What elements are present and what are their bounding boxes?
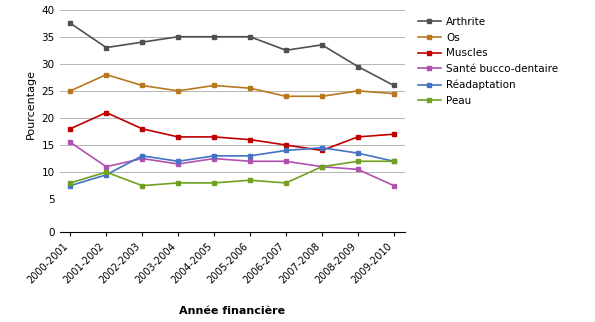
Os — [283, 94, 290, 98]
Arthrite — [211, 35, 218, 39]
Arthrite — [67, 21, 74, 25]
Os — [103, 73, 110, 77]
Santé bucco-dentaire — [174, 162, 181, 166]
Line: Santé bucco-dentaire: Santé bucco-dentaire — [68, 140, 396, 188]
Arthrite — [318, 43, 325, 47]
Réadaptation — [354, 151, 361, 155]
Line: Peau: Peau — [68, 159, 396, 188]
Os — [354, 89, 361, 93]
Arthrite — [103, 46, 110, 50]
Peau — [283, 181, 290, 185]
Réadaptation — [390, 159, 397, 163]
Muscles — [283, 143, 290, 147]
Os — [318, 94, 325, 98]
Peau — [354, 159, 361, 163]
Santé bucco-dentaire — [390, 184, 397, 188]
Santé bucco-dentaire — [211, 156, 218, 160]
Os — [246, 86, 253, 90]
Y-axis label: Pourcentage: Pourcentage — [26, 70, 36, 139]
Peau — [211, 181, 218, 185]
Réadaptation — [139, 154, 146, 158]
Arthrite — [174, 35, 181, 39]
Réadaptation — [103, 173, 110, 177]
Muscles — [211, 135, 218, 139]
Os — [67, 89, 74, 93]
Peau — [318, 165, 325, 169]
Arthrite — [139, 40, 146, 44]
Arthrite — [283, 48, 290, 52]
Réadaptation — [174, 159, 181, 163]
Arthrite — [390, 83, 397, 87]
Santé bucco-dentaire — [67, 140, 74, 144]
Peau — [67, 181, 74, 185]
Muscles — [67, 127, 74, 131]
Muscles — [139, 127, 146, 131]
Muscles — [390, 132, 397, 136]
Os — [390, 92, 397, 96]
Santé bucco-dentaire — [354, 167, 361, 171]
Line: Muscles: Muscles — [68, 110, 396, 153]
Muscles — [318, 148, 325, 152]
Arthrite — [246, 35, 253, 39]
Muscles — [103, 111, 110, 115]
Santé bucco-dentaire — [139, 156, 146, 160]
Os — [139, 83, 146, 87]
Santé bucco-dentaire — [246, 159, 253, 163]
Réadaptation — [211, 154, 218, 158]
Réadaptation — [246, 154, 253, 158]
Peau — [103, 170, 110, 174]
Peau — [246, 178, 253, 182]
Peau — [174, 181, 181, 185]
Line: Arthrite: Arthrite — [68, 21, 396, 88]
Muscles — [354, 135, 361, 139]
Santé bucco-dentaire — [283, 159, 290, 163]
Muscles — [174, 135, 181, 139]
Line: Os: Os — [68, 72, 396, 99]
Os — [211, 83, 218, 87]
Text: Année financière: Année financière — [179, 306, 285, 316]
Legend: Arthrite, Os, Muscles, Santé bucco-dentaire, Réadaptation, Peau: Arthrite, Os, Muscles, Santé bucco-denta… — [416, 15, 560, 108]
Peau — [390, 159, 397, 163]
Réadaptation — [67, 184, 74, 188]
Santé bucco-dentaire — [103, 165, 110, 169]
Line: Réadaptation: Réadaptation — [68, 145, 396, 188]
Muscles — [246, 138, 253, 142]
Réadaptation — [318, 146, 325, 150]
Os — [174, 89, 181, 93]
Peau — [139, 184, 146, 188]
Réadaptation — [283, 148, 290, 152]
Santé bucco-dentaire — [318, 165, 325, 169]
Arthrite — [354, 65, 361, 69]
